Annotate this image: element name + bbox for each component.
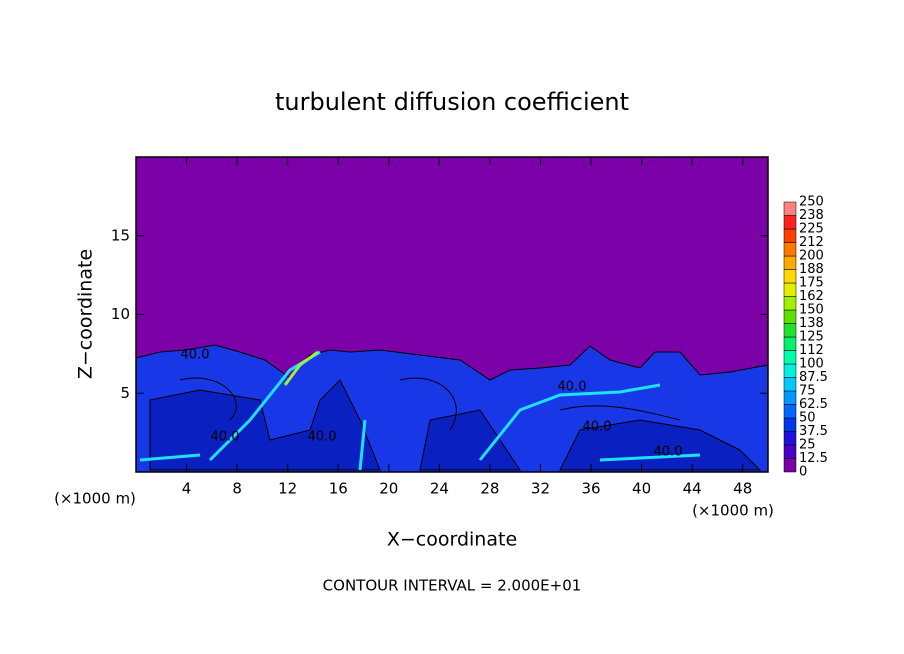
colorbar-label: 0	[799, 465, 807, 480]
colorbar-label: 162	[799, 289, 824, 304]
contour-label: 40.0	[654, 445, 683, 460]
x-unit-label: (×1000 m)	[692, 502, 774, 520]
colorbar-swatch	[783, 350, 797, 365]
x-tick-label: 28	[480, 480, 499, 498]
colorbar-swatch	[783, 377, 797, 392]
colorbar-label: 225	[799, 222, 824, 237]
colorbar-label: 37.5	[799, 424, 828, 439]
colorbar-label: 75	[799, 384, 816, 399]
y-tick-label: 15	[111, 226, 130, 244]
colorbar-label: 25	[799, 438, 816, 453]
x-axis-label: X−coordinate	[387, 529, 517, 551]
colorbar-label: 100	[799, 357, 824, 372]
colorbar-swatch	[783, 363, 797, 378]
colorbar-swatch	[783, 296, 797, 311]
field-streak	[283, 350, 319, 386]
y-axis-label: Z−coordinate	[75, 249, 97, 379]
x-tick-label: 40	[632, 480, 651, 498]
contour-label: 40.0	[583, 420, 612, 435]
colorbar-swatch	[783, 431, 797, 446]
colorbar-label: 200	[799, 249, 824, 264]
colorbar-swatch	[783, 323, 797, 338]
colorbar-label: 125	[799, 330, 824, 345]
y-tick-label: 5	[120, 384, 130, 402]
y-tick-label: 10	[111, 305, 130, 323]
colorbar-swatch	[783, 404, 797, 419]
colorbar-label: 138	[799, 316, 824, 331]
colorbar-swatch	[783, 242, 797, 257]
colorbar-swatch	[783, 282, 797, 297]
x-tick-label: 36	[581, 480, 600, 498]
colorbar-swatch	[783, 215, 797, 230]
colorbar-swatch	[783, 458, 797, 473]
x-unit-label: (×1000 m)	[54, 490, 136, 508]
contour-line	[179, 377, 681, 431]
x-tick-label: 24	[430, 480, 449, 498]
colorbar-swatch	[783, 417, 797, 432]
colorbar-label: 12.5	[799, 451, 828, 466]
field-inner	[149, 379, 762, 471]
x-tick-label: 32	[531, 480, 550, 498]
colorbar-label: 112	[799, 343, 824, 358]
colorbar-label: 50	[799, 411, 816, 426]
colorbar-label: 175	[799, 276, 824, 291]
colorbar-label: 238	[799, 208, 824, 223]
note: CONTOUR INTERVAL = 2.000E+01	[323, 577, 582, 595]
x-tick-label: 4	[182, 480, 192, 498]
contour-label: 40.0	[181, 348, 210, 363]
x-tick-label: 8	[232, 480, 242, 498]
colorbar-swatch	[783, 309, 797, 324]
colorbar-swatch	[783, 390, 797, 405]
contour-label: 40.0	[211, 430, 240, 445]
x-tick-label: 20	[379, 480, 398, 498]
colorbar-label: 212	[799, 235, 824, 250]
colorbar-swatch	[783, 255, 797, 270]
colorbar-label: 188	[799, 262, 824, 277]
colorbar-label: 87.5	[799, 370, 828, 385]
chart-title: turbulent diffusion coefficient	[275, 88, 629, 116]
colorbar-swatch	[783, 336, 797, 351]
x-tick-label: 16	[329, 480, 348, 498]
colorbar-label: 150	[799, 303, 824, 318]
colorbar-swatch	[783, 269, 797, 284]
contour-label: 40.0	[308, 430, 337, 445]
x-tick-label: 44	[683, 480, 702, 498]
field-streak	[139, 350, 701, 471]
x-tick-label: 48	[733, 480, 752, 498]
field: 40.0 40.0 40.0 40.0 40.0 40.0	[135, 157, 769, 473]
colorbar-swatch	[783, 444, 797, 459]
contour-label: 40.0	[558, 380, 587, 395]
colorbar-label: 250	[799, 195, 824, 210]
colorbar-swatch	[783, 201, 797, 216]
x-tick-label: 12	[278, 480, 297, 498]
colorbar-label: 62.5	[799, 397, 828, 412]
colorbar-swatch	[783, 228, 797, 243]
